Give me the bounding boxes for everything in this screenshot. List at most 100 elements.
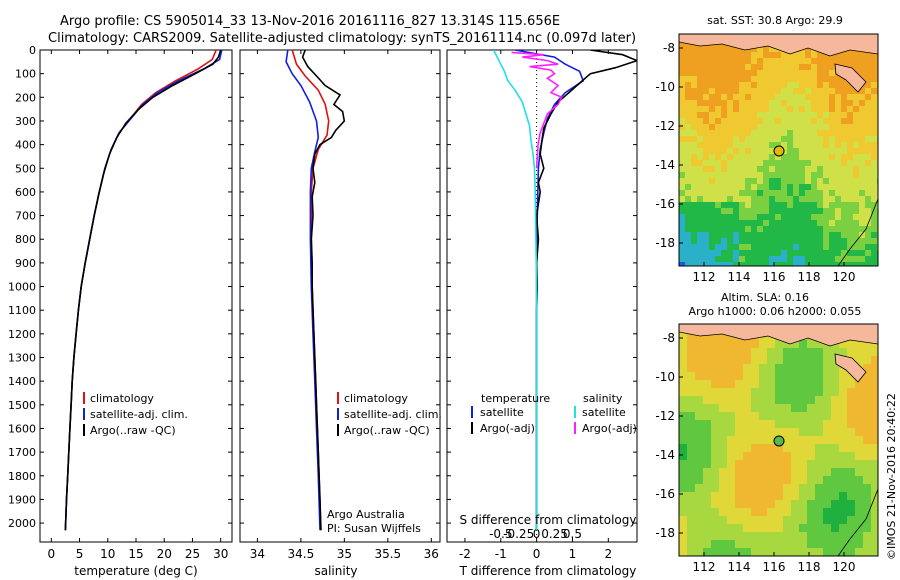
sst-cell [829, 202, 835, 208]
sst-cell [871, 178, 877, 184]
sst-cell [763, 76, 769, 82]
sst-cell [703, 166, 709, 172]
sst-cell [841, 52, 847, 58]
sst-cell [745, 244, 751, 250]
sst-cell [841, 94, 847, 100]
sst-cell [715, 124, 721, 130]
sst-cell [793, 154, 799, 160]
sst-cell [715, 46, 721, 52]
sla-cell [823, 396, 831, 404]
sst-cell [817, 226, 823, 232]
sst-cell [811, 166, 817, 172]
sst-cell [679, 142, 685, 148]
sst-cell [847, 238, 853, 244]
sst-cell [817, 148, 823, 154]
sst-cell [709, 52, 715, 58]
sst-cell [751, 250, 757, 256]
sla-cell [695, 492, 703, 500]
sla-cell [703, 548, 711, 556]
sst-cell [781, 262, 787, 266]
sla-cell [847, 476, 855, 484]
sla-cell [847, 340, 855, 348]
sst-cell [805, 166, 811, 172]
sst-cell [793, 256, 799, 262]
sst-cell [745, 100, 751, 106]
sst-cell [757, 142, 763, 148]
s-tick-label: -0.25 [503, 527, 534, 541]
x-tick-label: 120 [833, 270, 856, 284]
sla-cell [719, 532, 727, 540]
sst-cell [847, 64, 853, 70]
t-difference-axis-label: T difference from climatology [459, 564, 637, 578]
sst-cell [679, 46, 685, 52]
sst-cell [763, 52, 769, 58]
sst-cell [757, 160, 763, 166]
sst-cell [865, 64, 871, 70]
sla-cell [743, 548, 751, 556]
sla-cell [735, 428, 743, 436]
sla-cell [743, 532, 751, 540]
sst-cell [709, 94, 715, 100]
sla-cell [783, 364, 791, 372]
sst-cell [811, 238, 817, 244]
sla-cell [767, 540, 775, 548]
sla-cell [847, 452, 855, 460]
sla-cell [727, 404, 735, 412]
sla-cell [711, 476, 719, 484]
sst-cell [739, 256, 745, 262]
sla-cell [679, 492, 687, 500]
sst-cell [721, 256, 727, 262]
sst-cell [847, 190, 853, 196]
sst-cell [715, 220, 721, 226]
sst-cell [793, 52, 799, 58]
y-tick-label: 2000 [8, 517, 36, 530]
sst-cell [721, 124, 727, 130]
sla-cell [831, 532, 839, 540]
sst-cell [823, 214, 829, 220]
sla-cell [775, 460, 783, 468]
sla-cell [871, 524, 878, 532]
sla-cell [847, 420, 855, 428]
sst-cell [817, 136, 823, 142]
sst-cell [763, 250, 769, 256]
sla-cell [783, 516, 791, 524]
sla-cell [695, 476, 703, 484]
sla-cell [831, 540, 839, 548]
sst-cell [829, 196, 835, 202]
sst-cell [679, 202, 685, 208]
sla-cell [863, 516, 871, 524]
sst-cell [709, 76, 715, 82]
sst-cell [829, 136, 835, 142]
sst-cell [703, 142, 709, 148]
sla-cell [735, 420, 743, 428]
sla-cell [799, 364, 807, 372]
sla-cell [687, 348, 695, 356]
sla-cell [703, 476, 711, 484]
sla-cell [871, 468, 878, 476]
sla-cell [799, 500, 807, 508]
sst-cell [709, 196, 715, 202]
sst-cell [805, 220, 811, 226]
sst-cell [787, 112, 793, 118]
sst-cell [727, 226, 733, 232]
sla-cell [719, 468, 727, 476]
sla-cell [871, 516, 878, 524]
sst-cell [859, 112, 865, 118]
sst-cell [781, 184, 787, 190]
x-tick-label: 120 [833, 560, 856, 574]
sst-cell [823, 82, 829, 88]
sst-cell [805, 184, 811, 190]
sst-cell [709, 232, 715, 238]
sst-cell [859, 64, 865, 70]
sst-cell [751, 202, 757, 208]
sst-cell [739, 232, 745, 238]
sst-cell [817, 112, 823, 118]
sst-cell [829, 244, 835, 250]
sst-cell [823, 184, 829, 190]
sla-cell [815, 404, 823, 412]
sla-cell [855, 380, 863, 388]
sst-cell [799, 262, 805, 266]
sst-cell [829, 226, 835, 232]
sla-map-title-1: Altim. SLA: 0.16 [721, 291, 809, 304]
sst-cell [715, 172, 721, 178]
